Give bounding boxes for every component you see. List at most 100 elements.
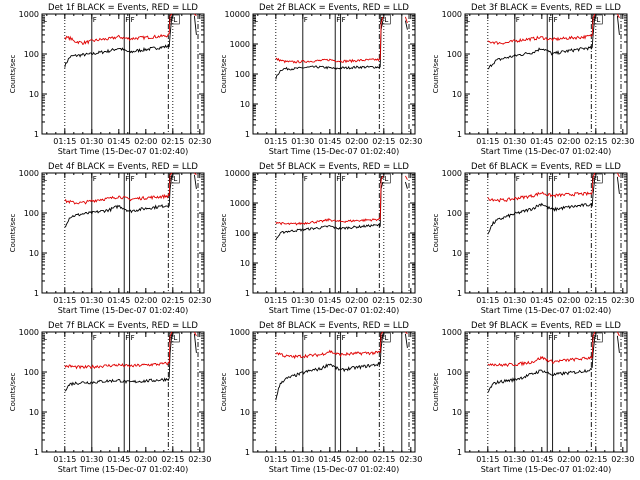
y-tick-label: 100 [24, 209, 39, 218]
x-tick-label: 02:00 [345, 455, 368, 464]
flag-label: F [336, 16, 340, 24]
y-tick-label: 10 [240, 408, 250, 417]
x-tick-label: 02:00 [134, 137, 157, 146]
flag-label: F [516, 175, 520, 183]
x-tick-label: 01:45 [530, 296, 553, 305]
events-trace-tail [193, 174, 197, 189]
corner-flag: L [466, 334, 470, 342]
events-trace [487, 15, 596, 70]
lld-trace-tail [617, 331, 620, 337]
flag-label: FL [169, 175, 177, 183]
flag-label: F [342, 175, 346, 183]
x-tick-label: 02:00 [557, 137, 580, 146]
x-axis-label: Start Time (15-Dec-07 01:02:40) [58, 147, 189, 156]
events-trace-tail [404, 20, 408, 30]
y-tick-label: 1 [245, 448, 250, 457]
y-tick-label: 10000 [225, 10, 250, 19]
lld-trace [487, 172, 596, 203]
events-trace [487, 335, 596, 393]
x-tick-label: 01:30 [291, 455, 314, 464]
lld-trace [64, 331, 173, 370]
events-trace-tail [616, 176, 620, 194]
flag-label: F [93, 334, 97, 342]
events-trace [487, 176, 596, 235]
flag-label: F [336, 334, 340, 342]
y-tick-label: 100 [447, 50, 462, 59]
y-tick-label: 1000 [230, 199, 250, 208]
x-tick-label: 02:15 [584, 455, 607, 464]
flag-label: F [554, 16, 558, 24]
detector-panel-4: Det 4f BLACK = Events, RED = LLD 1 10 100 10… [9, 162, 211, 315]
y-tick-label: 1 [457, 289, 462, 298]
x-tick-label: 01:15 [53, 296, 76, 305]
corner-flag: L [43, 175, 47, 183]
panel-title: Det 5f BLACK = Events, RED = LLD [259, 162, 409, 172]
events-trace [64, 15, 173, 68]
x-tick-label: 01:15 [53, 455, 76, 464]
panel-title: Det 8f BLACK = Events, RED = LLD [259, 321, 409, 331]
x-tick-label: 02:15 [372, 137, 395, 146]
events-trace [64, 333, 173, 392]
events-trace [275, 333, 384, 401]
flag-label: F [516, 16, 520, 24]
lld-trace [275, 331, 384, 360]
y-tick-label: 1000 [19, 328, 39, 337]
flag-label: F [548, 334, 552, 342]
x-tick-label: 01:15 [264, 455, 287, 464]
lld-trace-tail [405, 331, 408, 335]
lld-trace-tail [617, 172, 620, 178]
y-tick-label: 1000 [19, 169, 39, 178]
flag-label: FL [169, 16, 177, 24]
y-axis-label: Counts/sec [432, 55, 440, 94]
flag-box [592, 14, 603, 25]
x-tick-label: 02:15 [584, 296, 607, 305]
y-axis-label: Counts/sec [9, 55, 17, 94]
lld-trace-tail [194, 331, 197, 337]
y-tick-label: 10000 [225, 169, 250, 178]
x-axis-label: Start Time (15-Dec-07 01:02:40) [58, 306, 189, 315]
plot-frame [464, 13, 628, 135]
lld-trace-tail [405, 175, 408, 180]
events-trace-tail [404, 181, 408, 189]
flag-label: F [554, 175, 558, 183]
y-tick-label: 100 [24, 368, 39, 377]
x-tick-label: 02:30 [188, 455, 211, 464]
detector-panel-7: Det 7f BLACK = Events, RED = LLD 1 10 100 10… [9, 321, 211, 474]
y-tick-label: 1000 [442, 10, 462, 19]
panel-title: Det 1f BLACK = Events, RED = LLD [48, 3, 198, 13]
flag-label: FL [592, 175, 600, 183]
events-trace-tail [193, 333, 197, 353]
x-axis-label: Start Time (15-Dec-07 01:02:40) [481, 465, 612, 474]
x-tick-label: 02:30 [188, 137, 211, 146]
y-tick-label: 100 [447, 209, 462, 218]
x-tick-label: 01:15 [476, 296, 499, 305]
x-axis-label: Start Time (15-Dec-07 01:02:40) [481, 147, 612, 156]
plot-frame [252, 331, 416, 453]
events-trace-tail [616, 335, 620, 353]
flag-label: F [131, 334, 135, 342]
x-tick-label: 01:30 [80, 455, 103, 464]
detector-panel-3: Det 3f BLACK = Events, RED = LLD 1 10 100 10… [432, 3, 634, 156]
x-tick-label: 01:15 [476, 455, 499, 464]
flag-box [169, 332, 180, 343]
x-tick-label: 02:15 [584, 137, 607, 146]
y-axis-label: Counts/sec [432, 373, 440, 412]
events-trace [275, 181, 384, 241]
flag-label: F [516, 334, 520, 342]
y-tick-label: 10 [452, 90, 462, 99]
lld-trace [64, 172, 173, 205]
flag-label: F [125, 334, 129, 342]
x-tick-label: 02:00 [134, 455, 157, 464]
y-tick-label: 100 [447, 368, 462, 377]
detector-panel-6: Det 6f BLACK = Events, RED = LLD 1 10 100 10… [432, 162, 634, 315]
flag-label: FL [380, 16, 388, 24]
flag-label: FL [592, 16, 600, 24]
detector-panel-5: Det 5f BLACK = Events, RED = LLD 1 10 100 10… [220, 162, 422, 315]
detector-panel-8: Det 8f BLACK = Events, RED = LLD 1 10 100 10… [220, 321, 422, 474]
y-tick-label: 1 [34, 289, 39, 298]
y-tick-label: 1000 [19, 10, 39, 19]
y-axis-label: Counts/sec [220, 55, 228, 94]
flag-label: F [131, 175, 135, 183]
flag-box [380, 173, 391, 184]
x-tick-label: 02:00 [557, 455, 580, 464]
